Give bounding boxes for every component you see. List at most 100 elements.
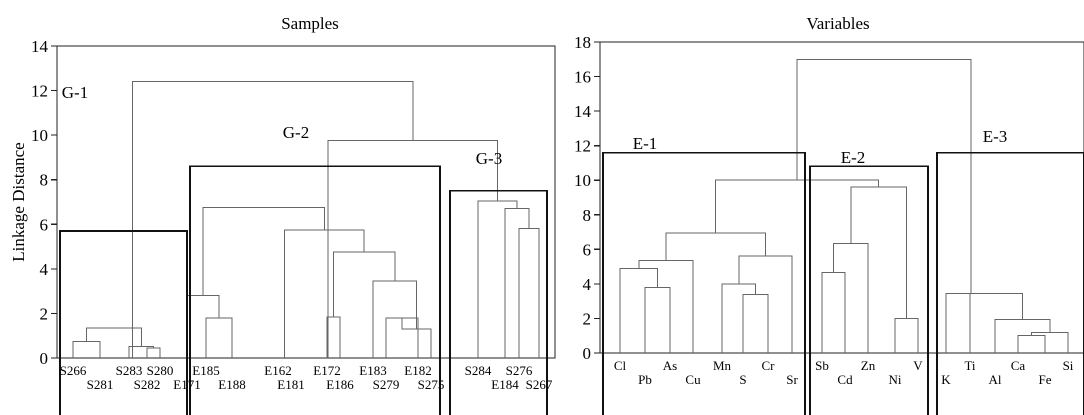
leaf-label: Mn (713, 358, 732, 373)
group-label: E-1 (633, 134, 658, 153)
leaf-label: S267 (526, 377, 553, 392)
group-label: E-2 (841, 148, 866, 167)
dendrogram-link (504, 208, 530, 358)
leaf-label: Cd (837, 372, 853, 387)
group-box (449, 190, 548, 415)
leaf-label: E162 (264, 363, 291, 378)
y-tick-label: 6 (583, 240, 592, 259)
dendrogram-link (202, 207, 325, 296)
samples-dendrogram: Samples 0 2 4 6 8 10 12 14 Linkage Distance G-1 G-2… (9, 14, 556, 415)
leaf-label: S275 (418, 377, 445, 392)
leaf-label: E171 (173, 377, 200, 392)
leaf-label: E184 (491, 377, 519, 392)
leaf-label: S279 (373, 377, 400, 392)
dendrogram-link (333, 251, 396, 317)
leaf-label: S283 (116, 363, 143, 378)
dendrogram-link (186, 295, 220, 358)
y-tick-label: 8 (40, 171, 49, 190)
dendrogram-link (72, 340, 101, 358)
leaf-label: E185 (192, 363, 219, 378)
dendrogram-link (518, 228, 540, 358)
dendrogram-link (833, 242, 869, 353)
group-label: E-3 (983, 127, 1008, 146)
leaf-label: Si (1063, 358, 1074, 373)
leaf-label: S281 (87, 377, 114, 392)
chart-title: Variables (806, 14, 869, 33)
y-tick-label: 4 (583, 275, 592, 294)
leaf-label: S (739, 372, 746, 387)
leaf-label: Zn (861, 358, 876, 373)
leaf-label: As (663, 358, 677, 373)
leaf-label: Sr (786, 372, 798, 387)
dendrogram-link (205, 317, 233, 358)
y-tick-label: 0 (40, 349, 49, 368)
dendrogram-link (1017, 335, 1046, 353)
group-box (59, 230, 188, 415)
leaf-label: S266 (60, 363, 87, 378)
leaf-label: Sb (815, 358, 829, 373)
group-box (189, 165, 441, 415)
leaf-label: Al (989, 372, 1002, 387)
dendrogram-link (738, 255, 793, 353)
y-tick-label: 16 (574, 68, 591, 87)
dendrogram-link (477, 200, 518, 358)
leaf-label: E188 (218, 377, 245, 392)
y-tick-label: 0 (583, 344, 592, 363)
dendrogram-link (146, 347, 161, 358)
dendrogram-link (715, 179, 880, 233)
y-tick-label: 8 (583, 206, 592, 225)
dendrogram-link (742, 293, 769, 353)
leaf-label: Ti (964, 358, 975, 373)
dendrogram-link (894, 317, 919, 353)
dendrogram-link (945, 292, 997, 353)
dendrogram-link (284, 229, 365, 358)
dendrogram-link (619, 267, 658, 353)
dendrogram-link (796, 58, 972, 294)
leaf-label: E181 (277, 377, 304, 392)
leaf-label: Cl (614, 358, 627, 373)
group-box (809, 165, 929, 415)
y-tick-label: 18 (574, 33, 591, 52)
y-tick-label: 12 (574, 137, 591, 156)
leaf-label: Cu (685, 372, 701, 387)
plot-frame (56, 45, 556, 359)
group-label: G-1 (62, 83, 88, 102)
dendrogram-link (372, 280, 417, 358)
dendrogram-link (821, 272, 846, 353)
chart-title: Samples (281, 14, 339, 33)
dendrogram-link (644, 286, 671, 353)
leaf-label: K (941, 372, 951, 387)
y-tick-label: 6 (40, 215, 49, 234)
y-tick-label: 2 (583, 309, 592, 328)
leaf-label: Ca (1011, 358, 1026, 373)
dendrogram-link (850, 186, 907, 319)
dendrogram-link (327, 140, 498, 358)
leaf-label: Cr (762, 358, 776, 373)
plot-frame (599, 41, 1084, 354)
group-label: G-3 (476, 149, 502, 168)
dendrogram-link (132, 81, 414, 358)
leaf-label: E182 (404, 363, 431, 378)
leaf-label: S276 (506, 363, 533, 378)
dendrogram-link (86, 327, 142, 347)
leaf-label: S280 (147, 363, 174, 378)
y-tick-label: 4 (40, 260, 49, 279)
leaf-label: Pb (638, 372, 652, 387)
y-tick-label: 14 (31, 37, 49, 56)
y-tick-label: 10 (574, 171, 591, 190)
leaf-label: V (913, 358, 923, 373)
leaf-label: E183 (359, 363, 386, 378)
dendrogram-link (638, 260, 694, 353)
y-axis-label: Linkage Distance (9, 142, 28, 261)
leaf-label: Ni (889, 372, 902, 387)
y-tick-label: 10 (31, 126, 48, 145)
leaf-label: Fe (1039, 372, 1052, 387)
variables-dendrogram: Variables 0 2 4 6 8 10 12 14 16 18 E-1 E-2 E-3 Cl Pb As C… (574, 14, 1084, 415)
leaf-label: E186 (326, 377, 354, 392)
group-box (602, 151, 806, 415)
leaf-label: S282 (134, 377, 161, 392)
leaf-label: E172 (313, 363, 340, 378)
dendrogram-links (619, 58, 1069, 353)
y-tick-label: 12 (31, 82, 48, 101)
